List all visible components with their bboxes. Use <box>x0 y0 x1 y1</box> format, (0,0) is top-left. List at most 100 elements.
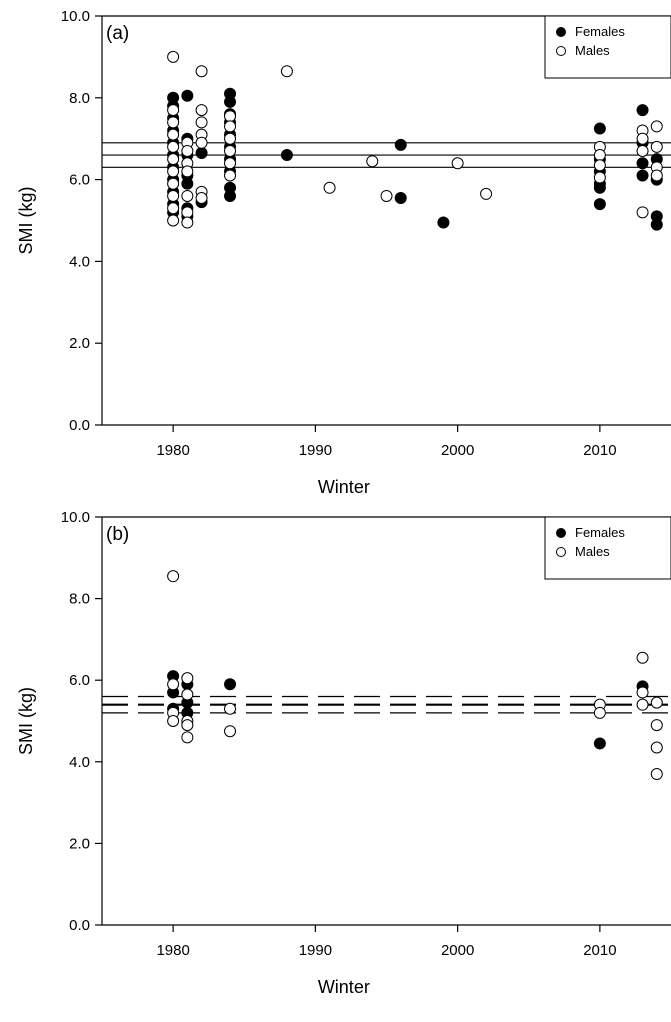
y-tick-label: 8.0 <box>69 591 90 608</box>
data-point-male <box>167 570 180 583</box>
data-point-male <box>636 132 649 145</box>
data-point-male <box>167 140 180 153</box>
panel-label: (a) <box>106 23 129 44</box>
data-point-female <box>181 177 194 190</box>
data-point-male <box>181 672 194 685</box>
data-point-male <box>593 706 606 719</box>
data-point-male <box>480 187 493 200</box>
data-point-male <box>181 144 194 157</box>
y-tick-label: 10.0 <box>61 509 90 526</box>
data-point-female <box>650 218 663 231</box>
data-point-male <box>167 104 180 117</box>
data-point-male <box>280 65 293 78</box>
data-point-male <box>366 155 379 168</box>
data-point-male <box>451 157 464 170</box>
data-point-male <box>181 165 194 178</box>
y-tick-label: 8.0 <box>69 90 90 107</box>
data-point-female <box>593 122 606 135</box>
legend-label: Males <box>575 43 610 58</box>
data-point-male <box>167 202 180 215</box>
y-tick-label: 4.0 <box>69 253 90 270</box>
data-point-male <box>593 171 606 184</box>
data-point-male <box>195 104 208 117</box>
data-point-male <box>224 144 237 157</box>
data-point-female <box>280 149 293 162</box>
data-point-female <box>636 169 649 182</box>
data-point-male <box>636 698 649 711</box>
x-axis-title: Winter <box>318 477 370 497</box>
data-point-male <box>167 678 180 691</box>
x-axis-title: Winter <box>318 977 370 997</box>
data-point-female <box>593 181 606 194</box>
legend-box <box>544 516 671 580</box>
legend-marker-male <box>556 547 566 557</box>
data-point-female <box>593 737 606 750</box>
data-point-male <box>636 686 649 699</box>
legend-marker-male <box>556 46 566 56</box>
data-point-male <box>323 181 336 194</box>
x-tick-label: 2000 <box>441 942 474 959</box>
data-point-male <box>224 702 237 715</box>
data-point-male <box>650 169 663 182</box>
data-point-male <box>167 189 180 202</box>
data-point-male <box>650 719 663 732</box>
data-point-male <box>636 144 649 157</box>
data-point-male <box>167 116 180 129</box>
data-point-male <box>636 206 649 219</box>
data-point-male <box>195 65 208 78</box>
x-tick-label: 1980 <box>156 942 189 959</box>
data-point-male <box>167 177 180 190</box>
y-tick-label: 0.0 <box>69 917 90 934</box>
data-point-female <box>224 95 237 108</box>
data-point-male <box>224 132 237 145</box>
data-point-male <box>181 688 194 701</box>
data-point-male <box>181 731 194 744</box>
y-axis-title: SMI (kg) <box>16 687 36 755</box>
data-point-male <box>167 165 180 178</box>
x-tick-label: 2010 <box>583 942 616 959</box>
data-point-male <box>181 189 194 202</box>
data-point-male <box>224 110 237 123</box>
data-point-male <box>181 206 194 219</box>
data-point-male <box>224 120 237 133</box>
x-tick-label: 2000 <box>441 442 474 459</box>
data-point-male <box>167 50 180 63</box>
data-point-male <box>224 157 237 170</box>
data-point-male <box>650 140 663 153</box>
data-point-male <box>636 651 649 664</box>
y-tick-label: 0.0 <box>69 417 90 434</box>
data-point-male <box>195 136 208 149</box>
data-point-female <box>195 147 208 160</box>
y-tick-label: 6.0 <box>69 172 90 189</box>
y-tick-label: 6.0 <box>69 672 90 689</box>
y-tick-label: 10.0 <box>61 8 90 25</box>
legend-label: Females <box>575 24 625 39</box>
y-tick-label: 4.0 <box>69 754 90 771</box>
legend-box <box>544 15 671 79</box>
data-point-male <box>167 153 180 166</box>
y-axis-title: SMI (kg) <box>16 186 36 254</box>
data-point-female <box>181 89 194 102</box>
panel-label: (b) <box>106 524 129 545</box>
data-point-male <box>167 128 180 141</box>
data-point-male <box>380 189 393 202</box>
data-point-male <box>181 719 194 732</box>
data-point-female <box>636 157 649 170</box>
data-point-male <box>181 216 194 229</box>
x-tick-label: 1980 <box>156 442 189 459</box>
legend-label: Males <box>575 544 610 559</box>
data-point-female <box>224 678 237 691</box>
data-point-female <box>437 216 450 229</box>
legend-label: Females <box>575 525 625 540</box>
chart-panel-1: 0.0 2.0 4.0 6.0 8.0 10.0 1980 1990 2000 2010 Winte… <box>16 509 671 997</box>
y-tick-label: 2.0 <box>69 335 90 352</box>
data-point-male <box>650 741 663 754</box>
legend-marker-female <box>556 528 566 538</box>
data-point-female <box>636 104 649 117</box>
data-point-female <box>394 192 407 205</box>
data-point-male <box>650 768 663 781</box>
data-point-male <box>195 116 208 129</box>
data-point-male <box>650 120 663 133</box>
data-point-female <box>593 198 606 211</box>
